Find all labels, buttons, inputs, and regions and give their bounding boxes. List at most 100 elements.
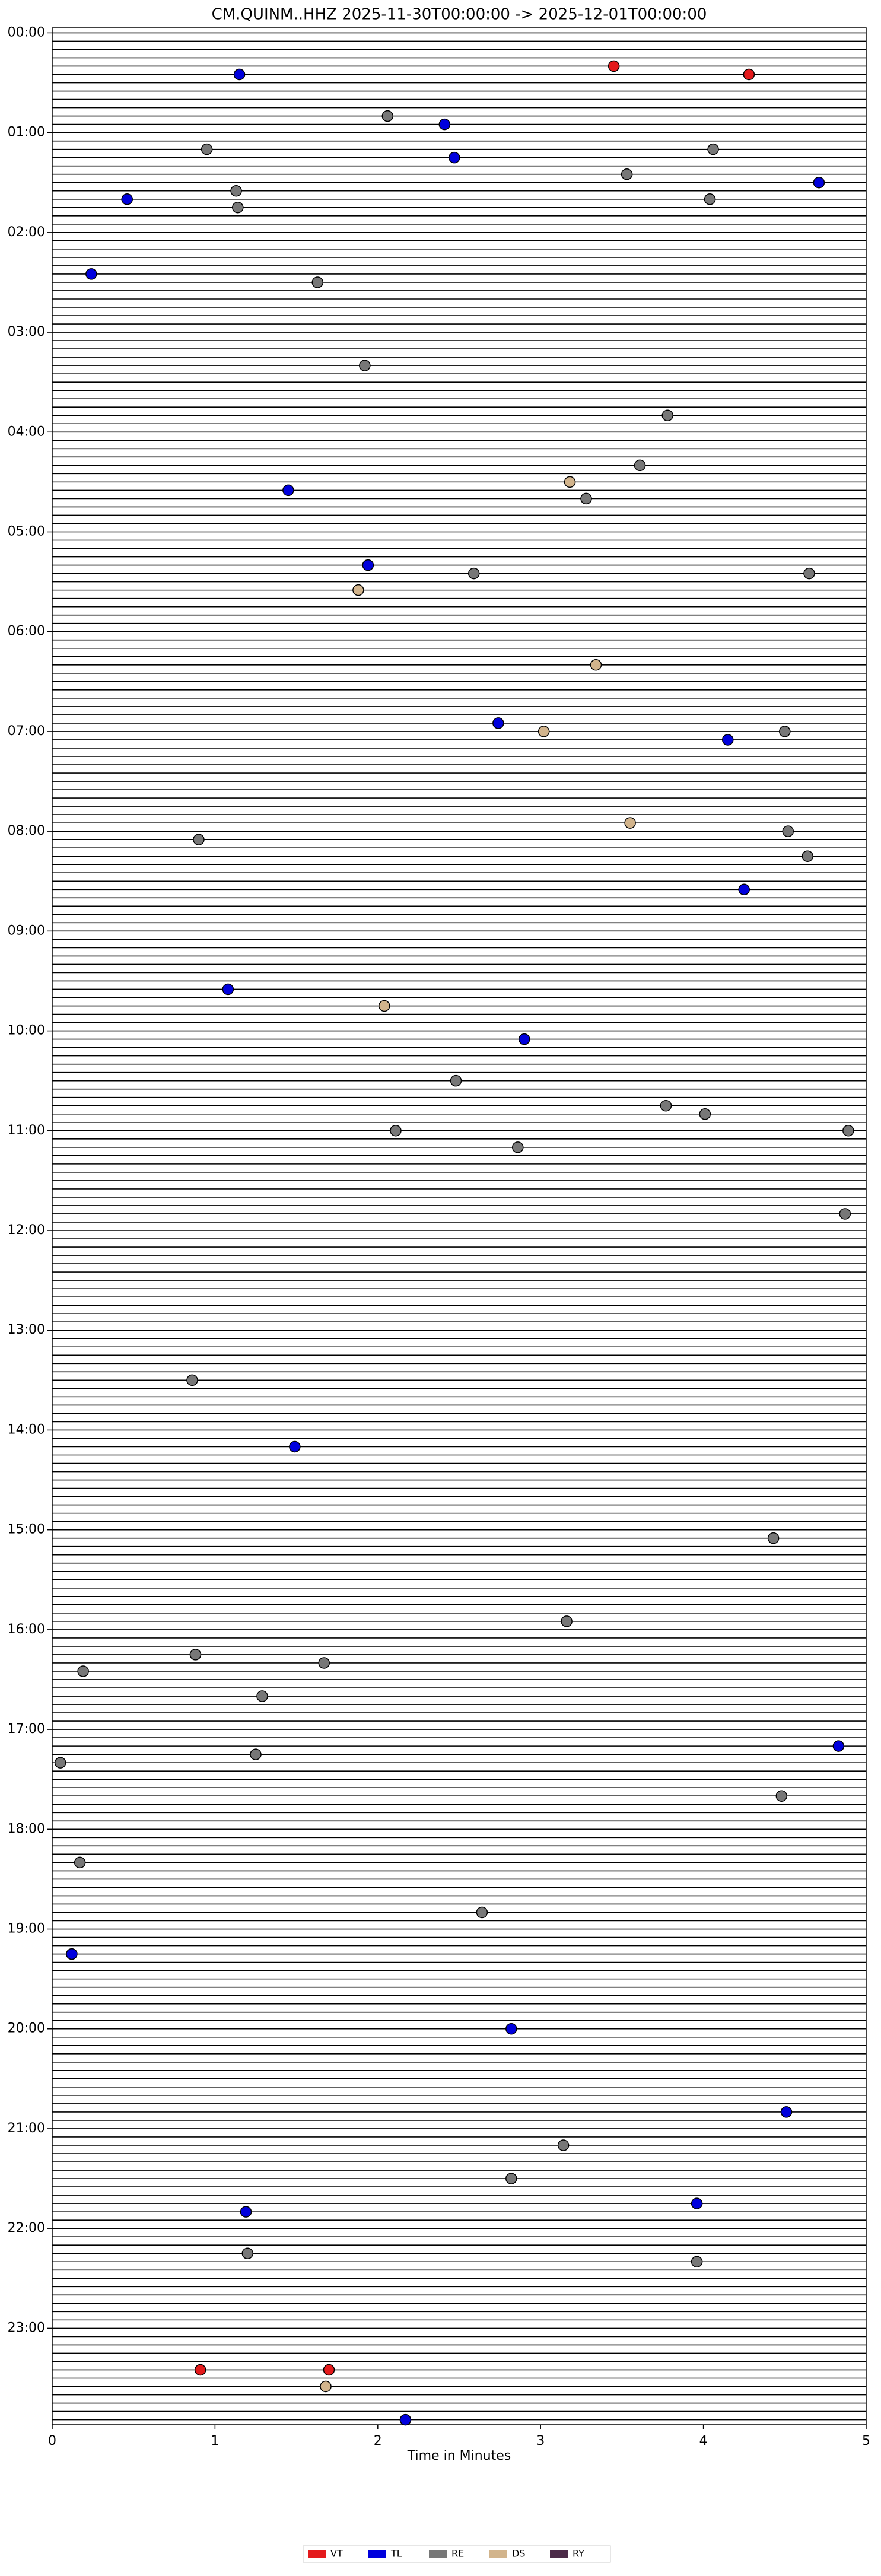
- event-marker: [250, 1748, 262, 1760]
- event-marker: [767, 1532, 780, 1544]
- event-marker: [634, 459, 646, 472]
- legend-swatch: [429, 2550, 447, 2558]
- x-tick-label: 5: [862, 2434, 870, 2448]
- y-tick-label: 11:00: [8, 1123, 45, 1138]
- y-tick-label: 12:00: [8, 1223, 45, 1238]
- legend-label: VT: [330, 2548, 343, 2559]
- event-marker: [193, 834, 205, 845]
- event-marker: [661, 409, 673, 421]
- event-marker: [362, 559, 374, 571]
- traces: [52, 32, 866, 2421]
- event-marker: [230, 185, 242, 197]
- legend-label: DS: [512, 2548, 525, 2559]
- event-marker: [282, 484, 294, 497]
- event-marker: [621, 168, 633, 180]
- event-marker: [738, 883, 750, 896]
- event-marker: [691, 2197, 703, 2209]
- event-marker: [121, 193, 133, 205]
- x-axis-label: Time in Minutes: [407, 2448, 511, 2463]
- legend-label: RY: [573, 2548, 584, 2559]
- event-marker: [233, 68, 246, 81]
- y-tick-label: 23:00: [8, 2320, 45, 2335]
- event-marker: [557, 2139, 570, 2151]
- event-marker: [608, 60, 620, 72]
- y-tick-label: 01:00: [8, 125, 45, 140]
- event-marker: [311, 276, 324, 288]
- event-marker: [390, 1125, 402, 1137]
- y-tick-label: 09:00: [8, 923, 45, 938]
- event-marker: [194, 2364, 206, 2376]
- event-marker: [803, 567, 815, 580]
- event-marker: [186, 1374, 198, 1386]
- event-marker: [842, 1125, 854, 1137]
- event-marker: [624, 817, 636, 829]
- legend-swatch: [308, 2550, 326, 2558]
- event-marker: [699, 1108, 711, 1120]
- event-marker: [779, 726, 791, 737]
- y-tick-label: 18:00: [8, 1821, 45, 1836]
- event-marker: [449, 151, 460, 164]
- event-marker: [492, 717, 504, 729]
- event-marker: [85, 268, 97, 280]
- event-marker: [381, 110, 394, 122]
- legend-swatch: [489, 2550, 507, 2558]
- event-marker: [590, 659, 602, 671]
- y-tick-label: 19:00: [8, 1922, 45, 1936]
- x-tick-label: 2: [374, 2434, 382, 2448]
- y-tick-label: 13:00: [8, 1322, 45, 1337]
- y-tick-label: 05:00: [8, 524, 45, 539]
- x-tick-label: 3: [536, 2434, 545, 2448]
- event-marker: [201, 143, 213, 155]
- event-marker: [839, 1208, 851, 1220]
- event-marker: [318, 1657, 330, 1669]
- y-tick-label: 22:00: [8, 2221, 45, 2235]
- event-marker: [580, 492, 592, 505]
- event-marker: [189, 1649, 202, 1661]
- y-tick-label: 06:00: [8, 624, 45, 639]
- event-marker: [352, 584, 364, 596]
- chart-title: CM.QUINM..HHZ 2025-11-30T00:00:00 -> 202…: [212, 6, 707, 24]
- event-marker: [74, 1856, 86, 1869]
- event-marker: [222, 983, 234, 996]
- event-marker: [519, 1033, 530, 1045]
- event-marker: [537, 726, 550, 737]
- y-tick-label: 04:00: [8, 424, 45, 439]
- event-marker: [660, 1099, 672, 1112]
- event-marker: [66, 1948, 78, 1960]
- legend-label: TL: [390, 2548, 402, 2559]
- event-marker: [561, 1615, 573, 1627]
- event-marker: [505, 2173, 517, 2184]
- event-marker: [323, 2364, 335, 2376]
- x-tick-label: 0: [48, 2434, 56, 2448]
- y-tick-label: 20:00: [8, 2021, 45, 2036]
- event-marker: [241, 2247, 254, 2259]
- event-marker: [289, 1440, 301, 1453]
- event-marker: [240, 2206, 252, 2218]
- plot-frame: [52, 27, 867, 2425]
- event-marker: [704, 193, 716, 205]
- y-tick-label: 07:00: [8, 724, 45, 739]
- y-tick-label: 00:00: [8, 25, 45, 40]
- event-marker: [256, 1690, 268, 1702]
- event-marker: [722, 734, 734, 746]
- y-tick-label: 10:00: [8, 1023, 45, 1038]
- y-tick-label: 08:00: [8, 823, 45, 838]
- legend-swatch: [368, 2550, 386, 2558]
- event-marker: [359, 360, 371, 371]
- event-marker: [320, 2380, 332, 2393]
- event-marker: [450, 1074, 462, 1087]
- event-marker: [438, 118, 451, 131]
- event-marker: [232, 202, 244, 214]
- event-marker: [476, 1906, 488, 1919]
- event-marker: [802, 850, 813, 862]
- event-marker: [512, 1141, 524, 1153]
- y-tick-label: 16:00: [8, 1622, 45, 1637]
- event-marker: [564, 476, 576, 488]
- event-marker: [379, 1000, 390, 1012]
- event-marker: [707, 143, 719, 155]
- event-marker: [743, 68, 755, 81]
- event-marker: [813, 176, 825, 189]
- event-marker: [832, 1740, 845, 1752]
